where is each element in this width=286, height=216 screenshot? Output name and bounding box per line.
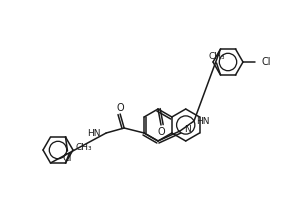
Text: HN: HN (87, 129, 100, 138)
Text: Cl: Cl (261, 57, 271, 67)
Text: Cl: Cl (63, 153, 72, 163)
Text: CH₃: CH₃ (76, 143, 92, 152)
Text: O: O (157, 127, 165, 137)
Text: HN: HN (196, 116, 210, 125)
Text: O: O (116, 103, 124, 113)
Text: N: N (184, 125, 191, 135)
Text: CH₃: CH₃ (208, 52, 225, 62)
